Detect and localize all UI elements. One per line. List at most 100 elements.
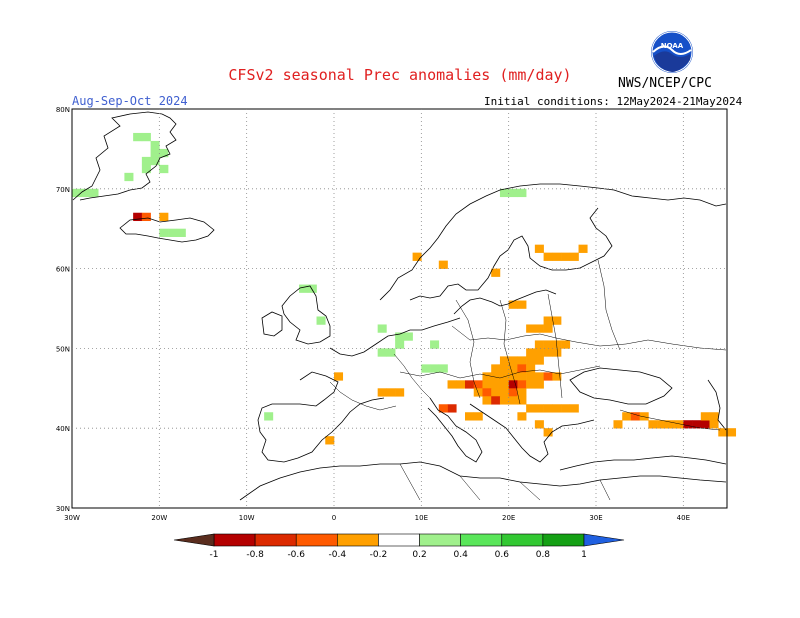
anomaly-cell [456, 380, 466, 389]
anomaly-cell [526, 364, 536, 373]
colorbar-segment [295, 533, 338, 547]
colorbar-label: -0.8 [246, 550, 264, 560]
anomaly-cell [517, 364, 527, 373]
anomaly-cell [421, 364, 431, 373]
anomaly-cell [718, 428, 728, 437]
anomaly-cell [534, 404, 544, 413]
colorbar-label: 1 [581, 550, 587, 560]
colorbar-low-arrow [173, 533, 215, 547]
anomaly-cell [517, 388, 527, 397]
anomaly-cell [648, 420, 658, 429]
anomaly-cell [561, 340, 571, 349]
anomaly-cell [403, 332, 413, 341]
anomaly-cell [264, 412, 274, 421]
anomaly-cell [334, 372, 344, 381]
anomaly-cell [508, 364, 518, 373]
anomaly-cell [124, 172, 134, 182]
colorbar-segment [460, 533, 503, 547]
anomaly-cell [377, 388, 387, 397]
anomaly-cell [438, 404, 448, 413]
anomaly-cell [683, 420, 693, 429]
colorbar-label: 0.8 [536, 550, 551, 560]
anomaly-cell [578, 244, 588, 253]
chart-title: CFSv2 seasonal Prec anomalies (mm/day) [228, 66, 572, 84]
lat-tick-label: 60N [56, 266, 70, 274]
anomaly-cell [159, 164, 169, 174]
lat-tick-label: 30N [56, 505, 70, 513]
anomaly-cell [430, 364, 440, 373]
colorbar-label: 0.6 [495, 550, 510, 560]
colorbar-label: -1 [210, 550, 219, 560]
period-label: Aug-Sep-Oct 2024 [72, 94, 188, 108]
anomaly-cell [517, 188, 527, 198]
anomaly-cell [552, 252, 562, 261]
anomaly-cell [526, 348, 536, 357]
anomaly-cell [499, 364, 509, 373]
anomaly-cell [499, 380, 509, 389]
anomaly-cell [543, 340, 553, 349]
anomaly-cell [569, 252, 579, 261]
anomaly-cell [526, 356, 536, 365]
anomaly-cell [491, 268, 501, 277]
anomaly-cell [534, 324, 544, 333]
anomaly-cell [465, 380, 475, 389]
colorbar-segment [254, 533, 297, 547]
anomaly-cell [395, 332, 405, 341]
anomaly-cell [526, 324, 536, 333]
anomaly-cell [692, 420, 702, 429]
colorbar-label: -0.6 [287, 550, 305, 560]
anomaly-cell [325, 436, 335, 445]
anomaly-cell [438, 260, 448, 269]
anomaly-cell [526, 372, 536, 381]
anomaly-cell [657, 420, 667, 429]
anomaly-cell [534, 348, 544, 357]
anomaly-cell [543, 372, 553, 381]
map-frame [71, 108, 728, 509]
anomaly-cell [709, 420, 719, 429]
colorbar-segment [213, 533, 256, 547]
anomaly-cell [159, 228, 169, 237]
anomaly-cell [639, 412, 649, 421]
lat-tick-label: 40N [56, 425, 70, 433]
colorbar-label: 0.2 [412, 550, 426, 560]
anomaly-cell [561, 404, 571, 413]
anomaly-cell [447, 404, 457, 413]
anomaly-cell [508, 388, 518, 397]
anomaly-cell [176, 228, 186, 237]
anomaly-cell [543, 428, 553, 437]
colorbar: -1 -0.8 -0.6 -0.4 -0.2 0.2 0.4 0.6 0.8 1 [173, 533, 625, 560]
anomaly-cell [630, 412, 640, 421]
anomaly-cell [491, 388, 501, 397]
anomaly-cell [438, 364, 448, 373]
anomaly-cell [159, 212, 169, 222]
lat-tick-label: 80N [56, 106, 70, 114]
lon-tick-label: 30W [64, 514, 80, 522]
anomaly-cell [543, 316, 553, 325]
anomaly-cell [141, 212, 151, 222]
anomaly-cell [709, 412, 719, 421]
colorbar-segment [542, 533, 585, 547]
anomaly-cell [133, 132, 143, 142]
anomaly-cell [316, 316, 326, 325]
anomaly-cell [159, 148, 169, 158]
anomaly-cell [508, 396, 518, 405]
anomaly-cell [543, 324, 553, 333]
lon-tick-label: 10E [415, 514, 428, 522]
lon-tick-label: 30E [589, 514, 602, 522]
anomaly-cell [508, 300, 518, 309]
anomaly-cell [613, 420, 623, 429]
anomaly-cell [491, 372, 501, 381]
lat-tick-label: 50N [56, 345, 70, 353]
anomaly-cell [534, 420, 544, 429]
anomaly-cell [168, 228, 178, 237]
anomaly-cell [569, 404, 579, 413]
anomaly-cell [499, 388, 509, 397]
lon-tick-label: 20E [502, 514, 515, 522]
anomaly-cell [665, 420, 675, 429]
initial-conditions-label: Initial conditions: 12May2024-21May2024 [484, 95, 743, 108]
anomaly-cell [72, 188, 82, 198]
anomaly-cell [141, 164, 151, 174]
anomaly-cell [150, 148, 160, 158]
anomaly-cell [430, 340, 440, 349]
anomaly-cell [141, 156, 151, 166]
